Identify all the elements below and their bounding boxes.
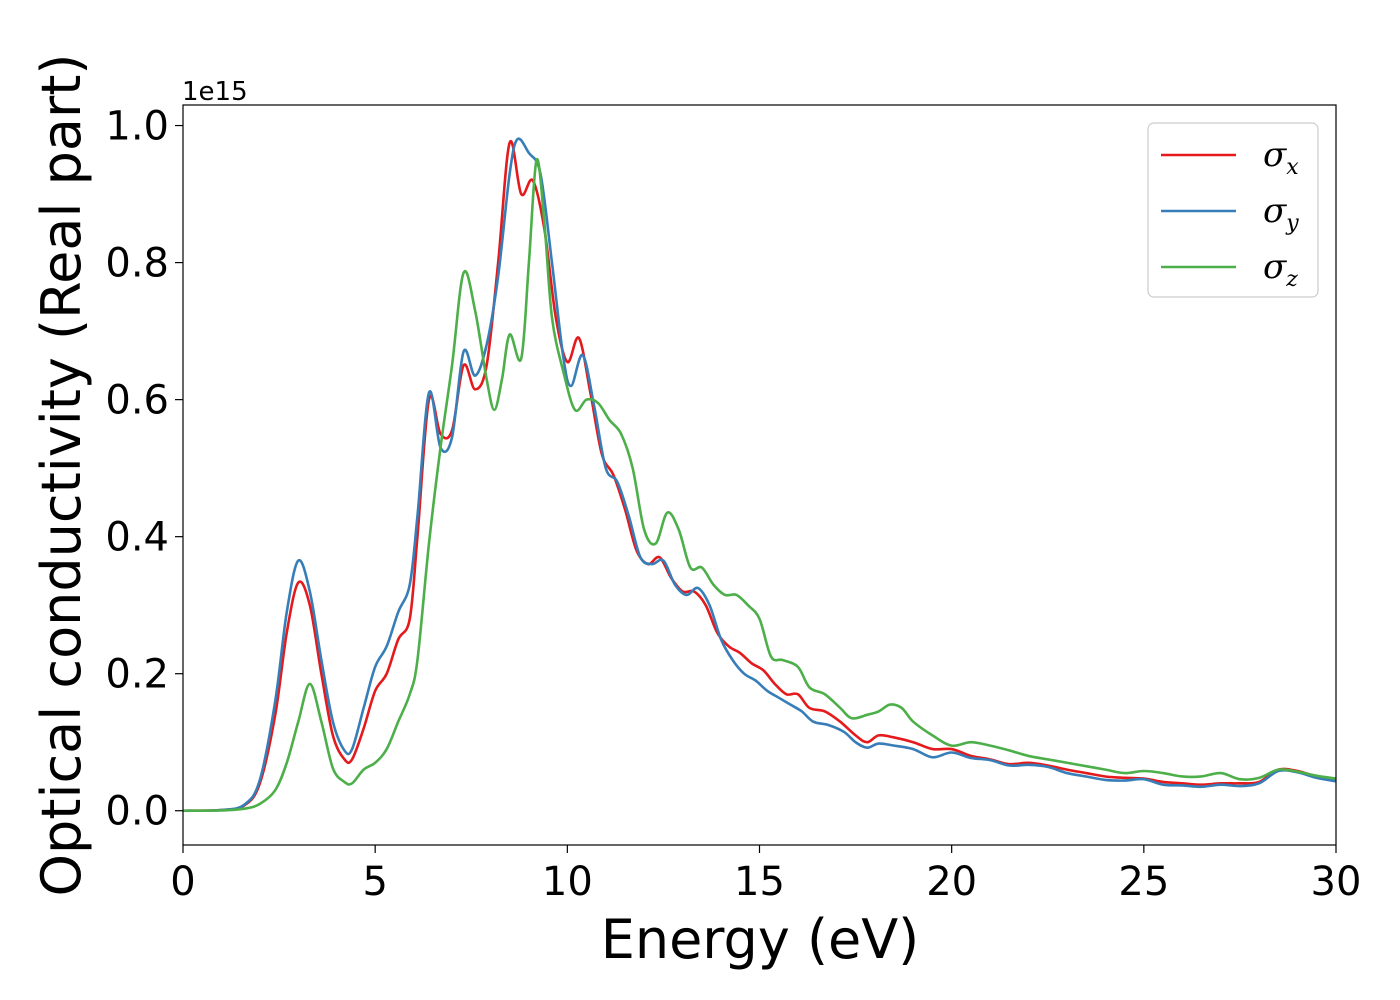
legend: σx σy σz xyxy=(1147,122,1319,298)
y-tick-label: 0.0 xyxy=(105,789,169,835)
y-axis-title: Optical conductivity (Real part) xyxy=(30,54,93,897)
x-tick-label: 10 xyxy=(542,859,593,905)
y-tick-label: 1.0 xyxy=(105,104,169,150)
y-tick-label: 0.2 xyxy=(105,652,169,698)
y-tick-label: 0.6 xyxy=(105,378,169,424)
series-line-y xyxy=(183,137,1336,813)
x-tick-label: 20 xyxy=(926,859,977,905)
series-line-z xyxy=(183,157,1336,813)
x-axis-title: Energy (eV) xyxy=(601,908,920,971)
x-tick-label: 30 xyxy=(1311,859,1362,905)
y-tick-label: 0.8 xyxy=(105,241,169,287)
x-tick-label: 0 xyxy=(170,859,195,905)
plot-area xyxy=(183,137,1336,813)
x-tick-label: 5 xyxy=(362,859,387,905)
legend-label-y: σy xyxy=(1263,191,1299,236)
legend-label-z: σz xyxy=(1263,247,1298,292)
axes: 0 5 10 15 20 25 30 0.0 0.2 0.4 0.6 0.8 1.0 xyxy=(105,104,1361,905)
x-tick-label: 25 xyxy=(1118,859,1169,905)
x-tick-label: 15 xyxy=(734,859,785,905)
y-tick-label: 0.4 xyxy=(105,515,169,561)
y-offset-label: 1e15 xyxy=(182,77,248,107)
legend-label-x: σx xyxy=(1263,135,1299,180)
